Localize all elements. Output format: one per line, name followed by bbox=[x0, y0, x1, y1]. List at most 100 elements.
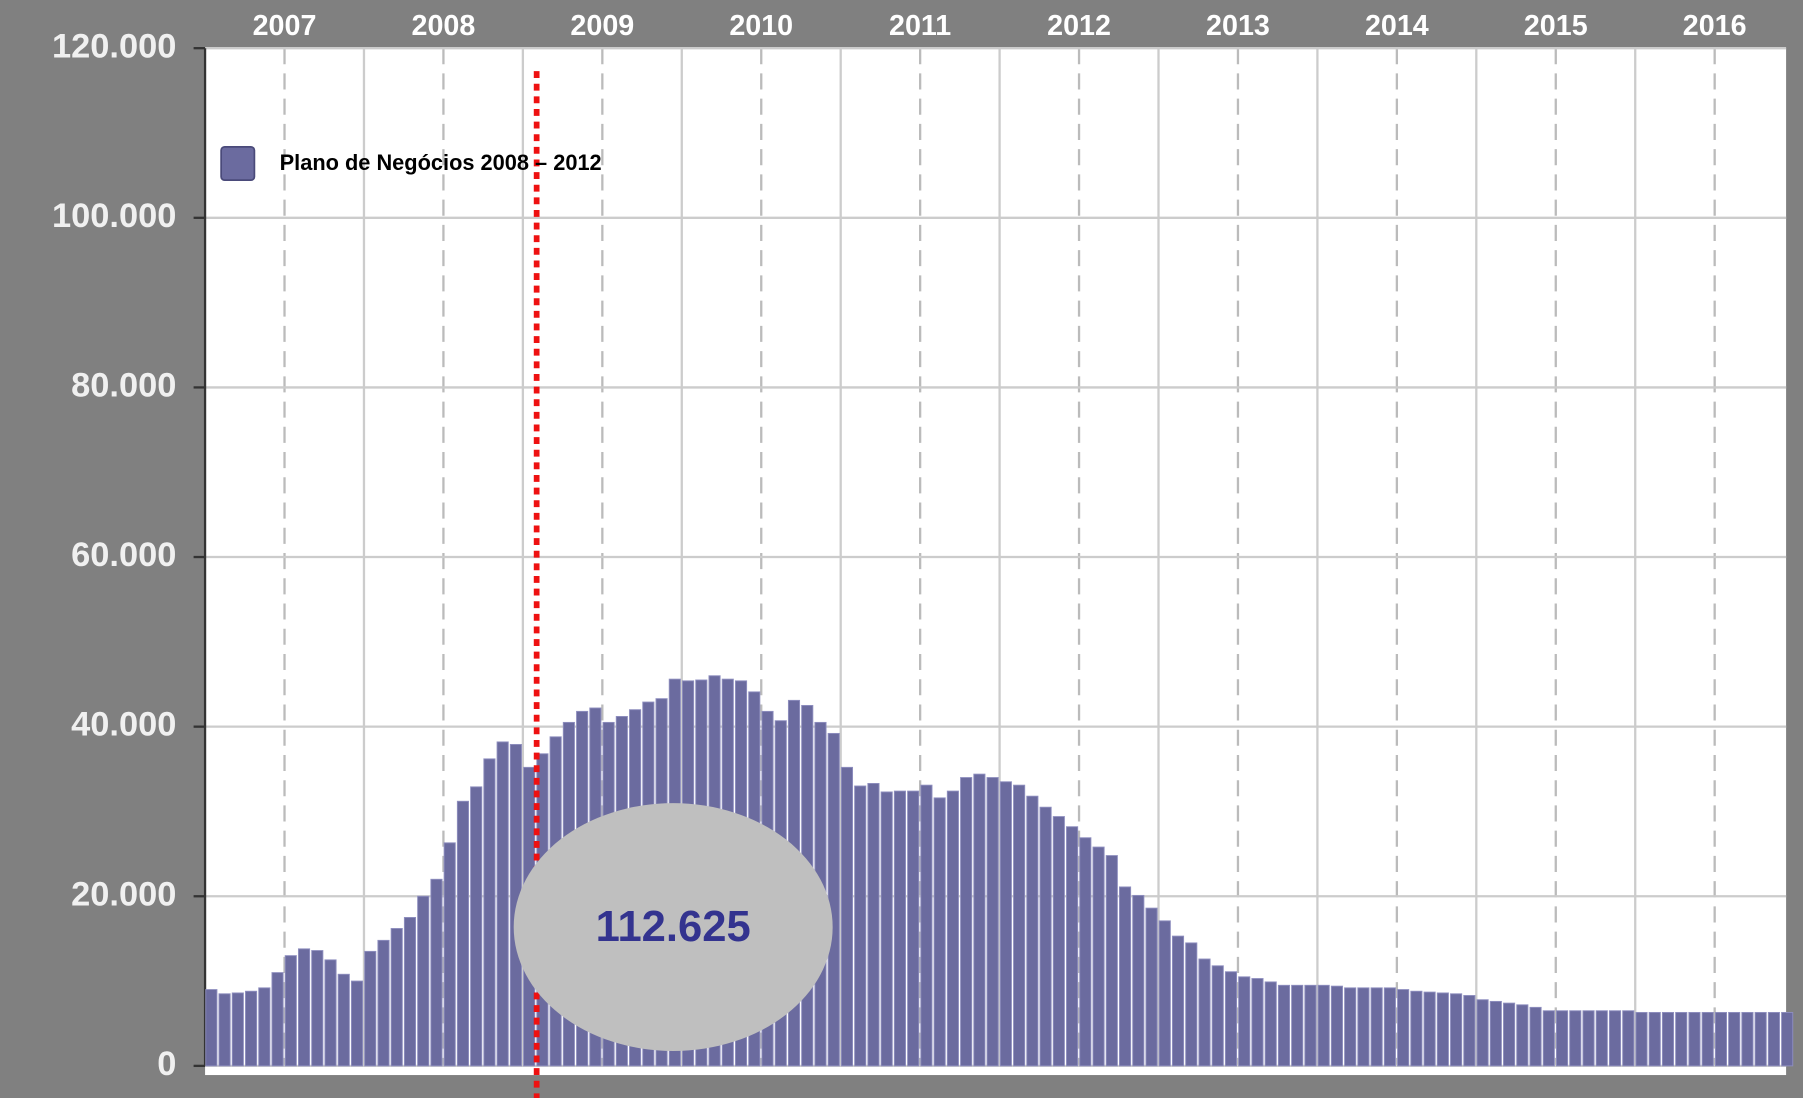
x-tick-label: 2012 bbox=[1047, 10, 1111, 42]
bar bbox=[1185, 942, 1198, 1067]
bar bbox=[1503, 1002, 1516, 1067]
x-tick-label: 2013 bbox=[1206, 10, 1270, 42]
bar bbox=[1476, 999, 1489, 1067]
bar bbox=[1383, 987, 1396, 1067]
bar bbox=[1264, 981, 1277, 1067]
bar bbox=[1397, 989, 1410, 1067]
bar bbox=[1410, 990, 1423, 1067]
bar bbox=[1052, 816, 1065, 1067]
bar bbox=[1013, 784, 1026, 1067]
x-tick-label: 2011 bbox=[889, 10, 951, 42]
x-tick-label: 2007 bbox=[253, 10, 317, 42]
bar bbox=[1198, 958, 1211, 1067]
bar bbox=[1728, 1011, 1741, 1067]
bar bbox=[1105, 855, 1118, 1067]
bar bbox=[827, 732, 840, 1067]
bar bbox=[893, 790, 906, 1067]
y-tick-label: 80.000 bbox=[71, 367, 176, 405]
bar bbox=[1344, 987, 1357, 1067]
bar bbox=[867, 783, 880, 1067]
bar bbox=[1079, 837, 1092, 1067]
bar bbox=[854, 785, 867, 1067]
bar bbox=[403, 917, 417, 1067]
bar bbox=[205, 989, 218, 1067]
bar bbox=[1516, 1004, 1529, 1067]
bar bbox=[1357, 987, 1370, 1067]
bar bbox=[496, 741, 509, 1067]
bar bbox=[324, 959, 337, 1067]
bar bbox=[1291, 984, 1304, 1067]
bar bbox=[1555, 1010, 1569, 1067]
bar bbox=[840, 766, 854, 1067]
bar bbox=[231, 992, 244, 1067]
bar bbox=[1582, 1010, 1595, 1067]
bar bbox=[1039, 806, 1052, 1067]
bar bbox=[1304, 984, 1317, 1067]
bar bbox=[1767, 1011, 1780, 1067]
bar bbox=[986, 777, 999, 1067]
bar bbox=[284, 955, 297, 1067]
bar bbox=[377, 939, 390, 1067]
bar bbox=[1635, 1011, 1648, 1067]
bar bbox=[1171, 935, 1185, 1067]
bar bbox=[960, 777, 973, 1067]
x-tick-label: 2016 bbox=[1683, 10, 1747, 42]
bar bbox=[933, 797, 946, 1067]
bar bbox=[297, 948, 311, 1067]
bar bbox=[337, 973, 350, 1067]
bar bbox=[1688, 1011, 1701, 1067]
bar bbox=[390, 928, 403, 1067]
bar bbox=[1066, 826, 1079, 1067]
bar bbox=[1238, 976, 1251, 1067]
bar bbox=[218, 993, 231, 1067]
bar bbox=[1741, 1011, 1754, 1067]
bar bbox=[245, 990, 258, 1067]
bar bbox=[1277, 984, 1291, 1067]
y-tick-label: 40.000 bbox=[71, 706, 176, 744]
bar bbox=[1463, 995, 1476, 1067]
bar bbox=[311, 950, 324, 1067]
bar bbox=[1701, 1011, 1714, 1067]
bar bbox=[483, 758, 496, 1067]
bar bbox=[1436, 992, 1449, 1067]
bar bbox=[920, 784, 933, 1067]
x-tick-label: 2009 bbox=[570, 10, 634, 42]
bar bbox=[1754, 1011, 1767, 1067]
bar bbox=[1569, 1010, 1582, 1067]
bar bbox=[999, 781, 1012, 1067]
y-tick-label: 0 bbox=[157, 1045, 176, 1083]
bar bbox=[880, 791, 893, 1067]
y-tick-label: 60.000 bbox=[71, 536, 176, 574]
annotation: 112.625 bbox=[596, 903, 751, 951]
bar bbox=[1714, 1011, 1727, 1067]
bar bbox=[1661, 1011, 1675, 1067]
x-tick-label: 2010 bbox=[729, 10, 793, 42]
bar bbox=[470, 786, 483, 1067]
y-tick-label: 20.000 bbox=[71, 875, 176, 913]
bar bbox=[258, 987, 271, 1067]
bar bbox=[350, 980, 364, 1067]
bar bbox=[271, 972, 284, 1067]
x-tick-label: 2008 bbox=[412, 10, 476, 42]
bar bbox=[456, 800, 469, 1067]
x-tick-label: 2014 bbox=[1365, 10, 1429, 42]
bar bbox=[973, 773, 986, 1067]
bar bbox=[1092, 846, 1105, 1067]
bar bbox=[1370, 987, 1383, 1067]
legend-label: Plano de Negócios 2008 – 2012 bbox=[280, 150, 602, 175]
bar bbox=[1489, 1000, 1502, 1067]
bar bbox=[1781, 1011, 1794, 1067]
bar bbox=[1450, 993, 1463, 1067]
bar bbox=[1158, 920, 1171, 1067]
bar bbox=[430, 878, 443, 1067]
y-tick-label: 100.000 bbox=[52, 197, 176, 235]
bar bbox=[1675, 1011, 1688, 1067]
bar bbox=[1145, 907, 1158, 1067]
bar bbox=[946, 790, 959, 1067]
bar bbox=[364, 950, 377, 1067]
y-tick-label: 120.000 bbox=[52, 27, 176, 65]
bar bbox=[1251, 978, 1264, 1067]
bar bbox=[1595, 1010, 1608, 1067]
